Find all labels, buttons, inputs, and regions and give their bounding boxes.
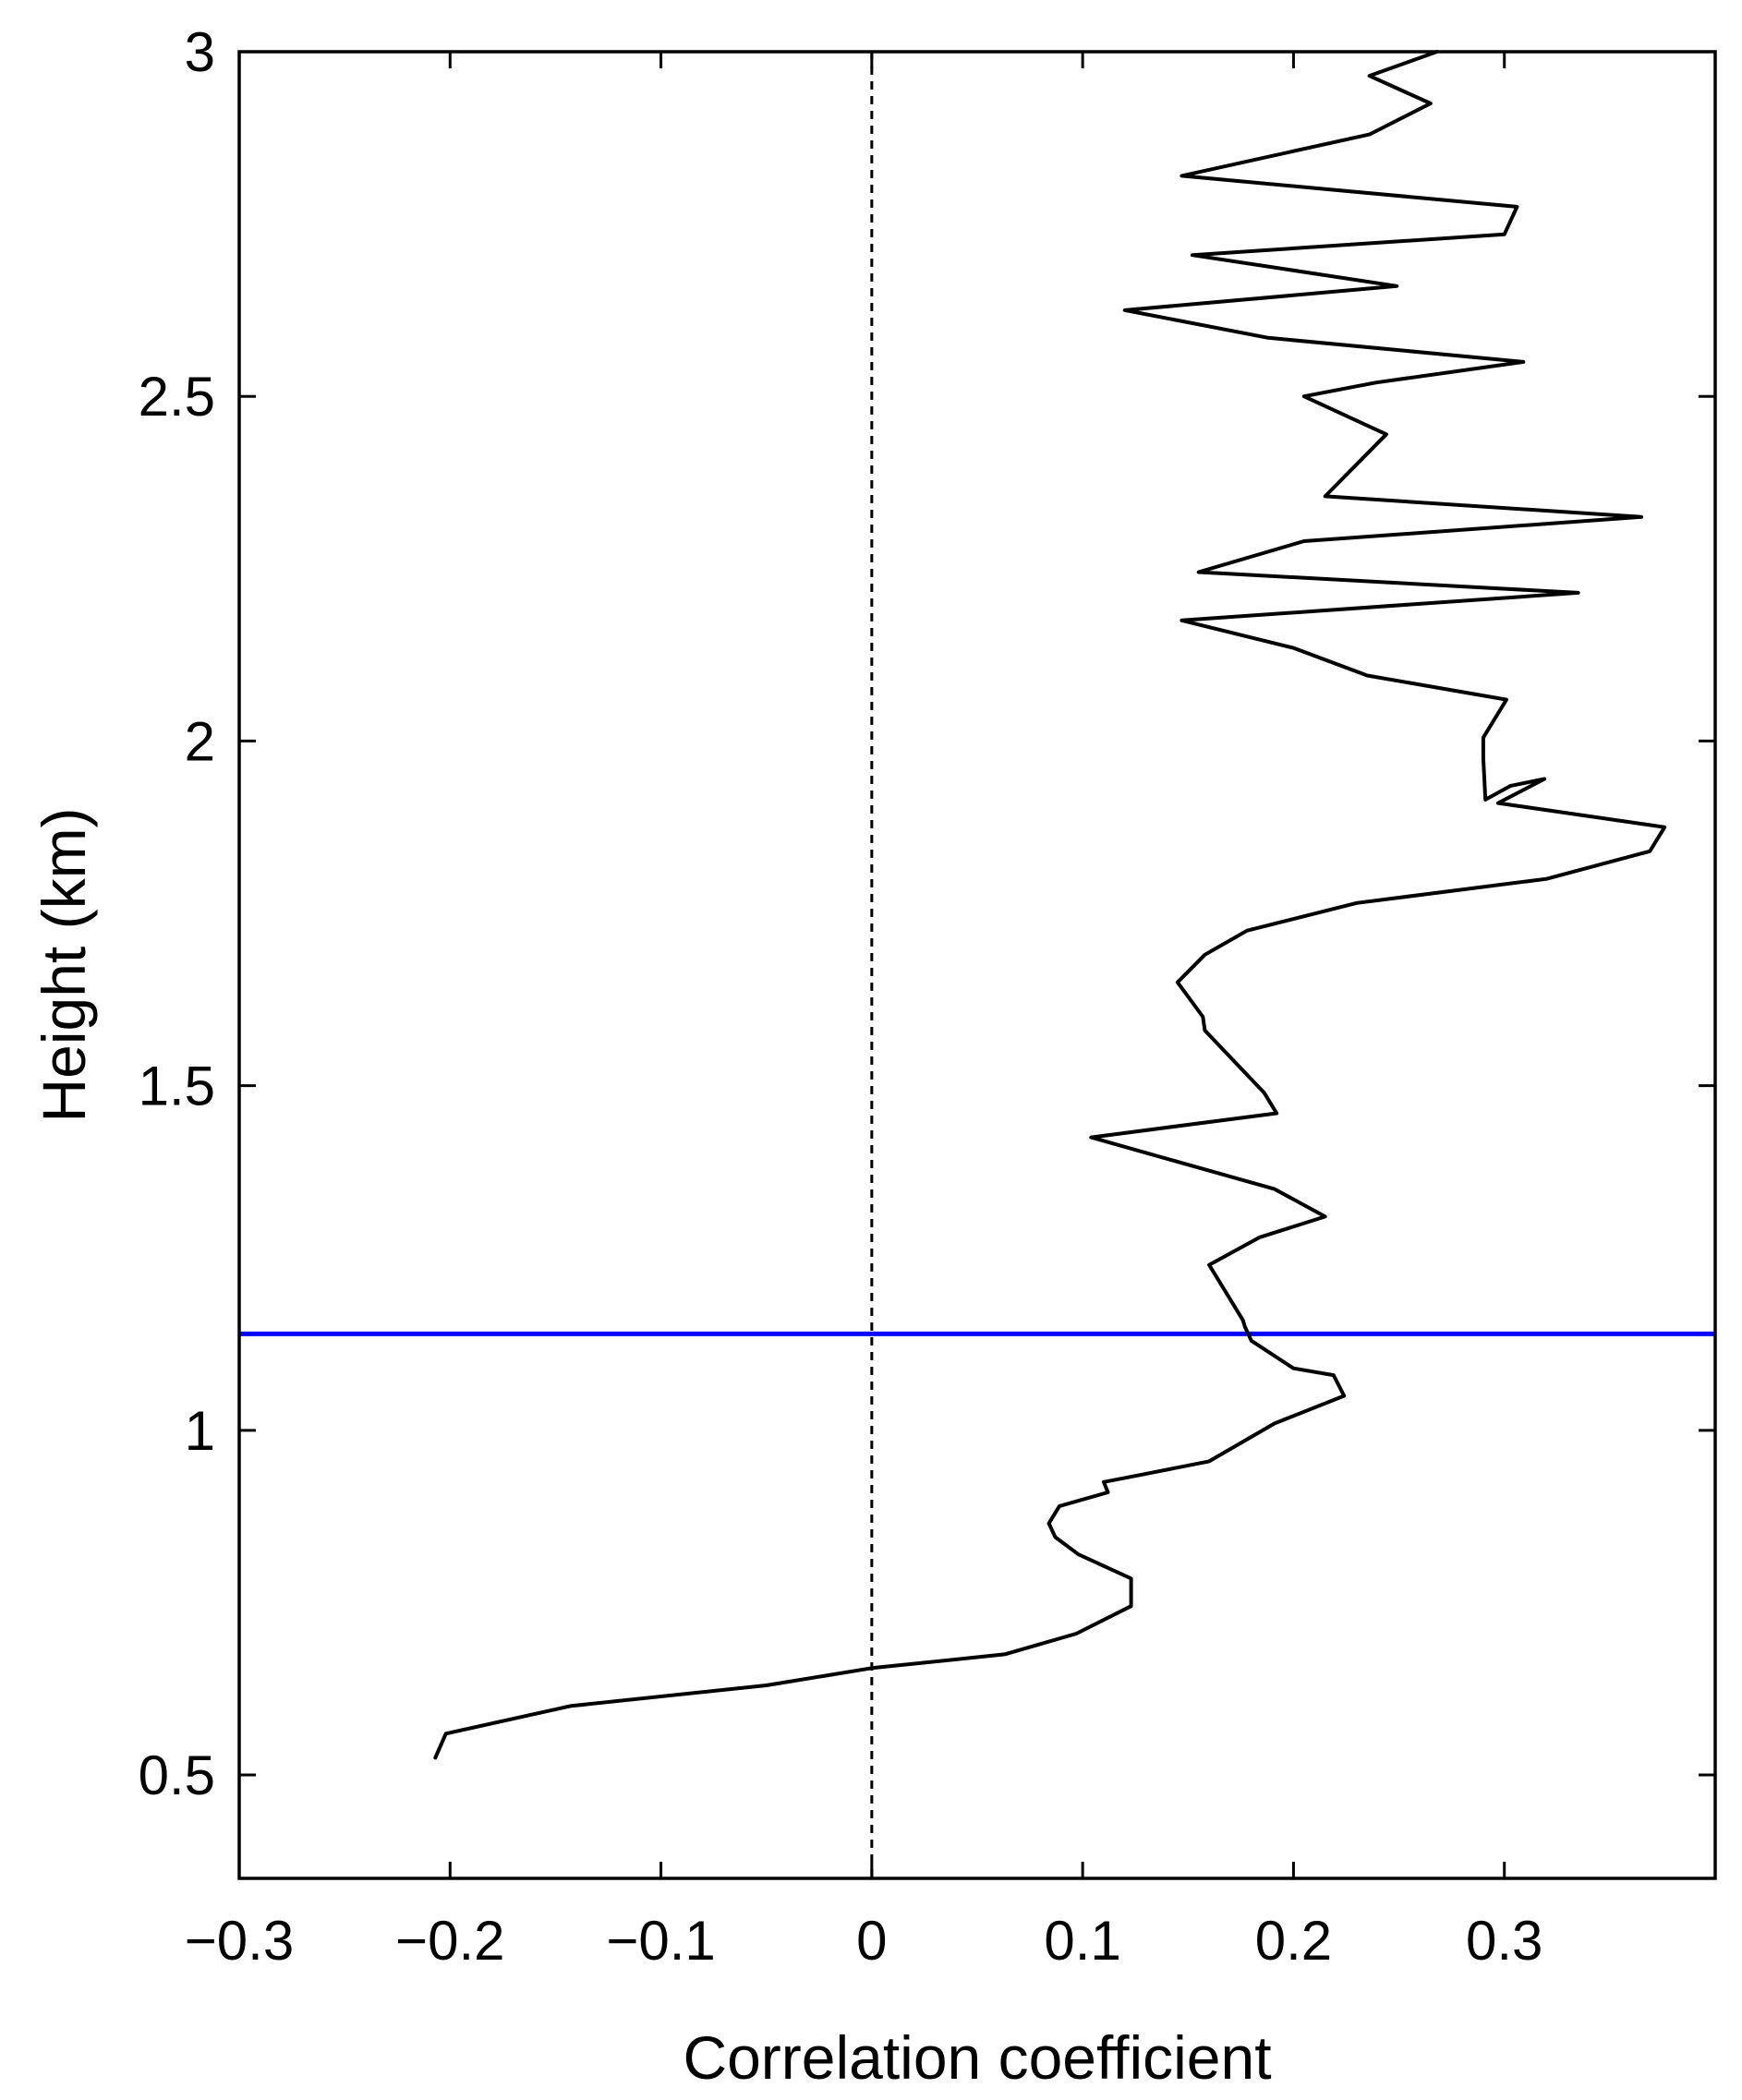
plot-frame <box>237 50 1717 1880</box>
data-series <box>433 50 1667 1760</box>
series-line <box>433 50 1667 1760</box>
y-axis-label: Height (km) <box>30 807 98 1122</box>
y-tick-label: 0.5 <box>139 1744 215 1806</box>
x-tick-label: 0.3 <box>1466 1910 1542 1972</box>
y-tick-label: 3 <box>185 21 215 83</box>
y-tick-label: 1.5 <box>139 1056 215 1117</box>
y-tick-label: 2 <box>185 710 215 772</box>
x-tick-label: −0.3 <box>185 1910 294 1972</box>
y-tick-label: 1 <box>185 1400 215 1462</box>
reference-lines <box>239 52 1715 1878</box>
x-tick-label: 0.1 <box>1044 1910 1120 1972</box>
x-axis-label: Correlation coefficient <box>683 2023 1271 2092</box>
x-tick-label: −0.2 <box>395 1910 504 1972</box>
x-tick-label: 0 <box>856 1910 887 1972</box>
x-tick-label: 0.2 <box>1255 1910 1332 1972</box>
axis-ticks <box>237 50 1715 1878</box>
tick-labels: −0.3 −0.2 −0.1 0 0.1 0.2 0.3 0.5 1 1.5 2 2.5 3 <box>139 21 1543 1972</box>
y-tick-label: 2.5 <box>139 366 215 428</box>
x-tick-label: −0.1 <box>606 1910 715 1972</box>
